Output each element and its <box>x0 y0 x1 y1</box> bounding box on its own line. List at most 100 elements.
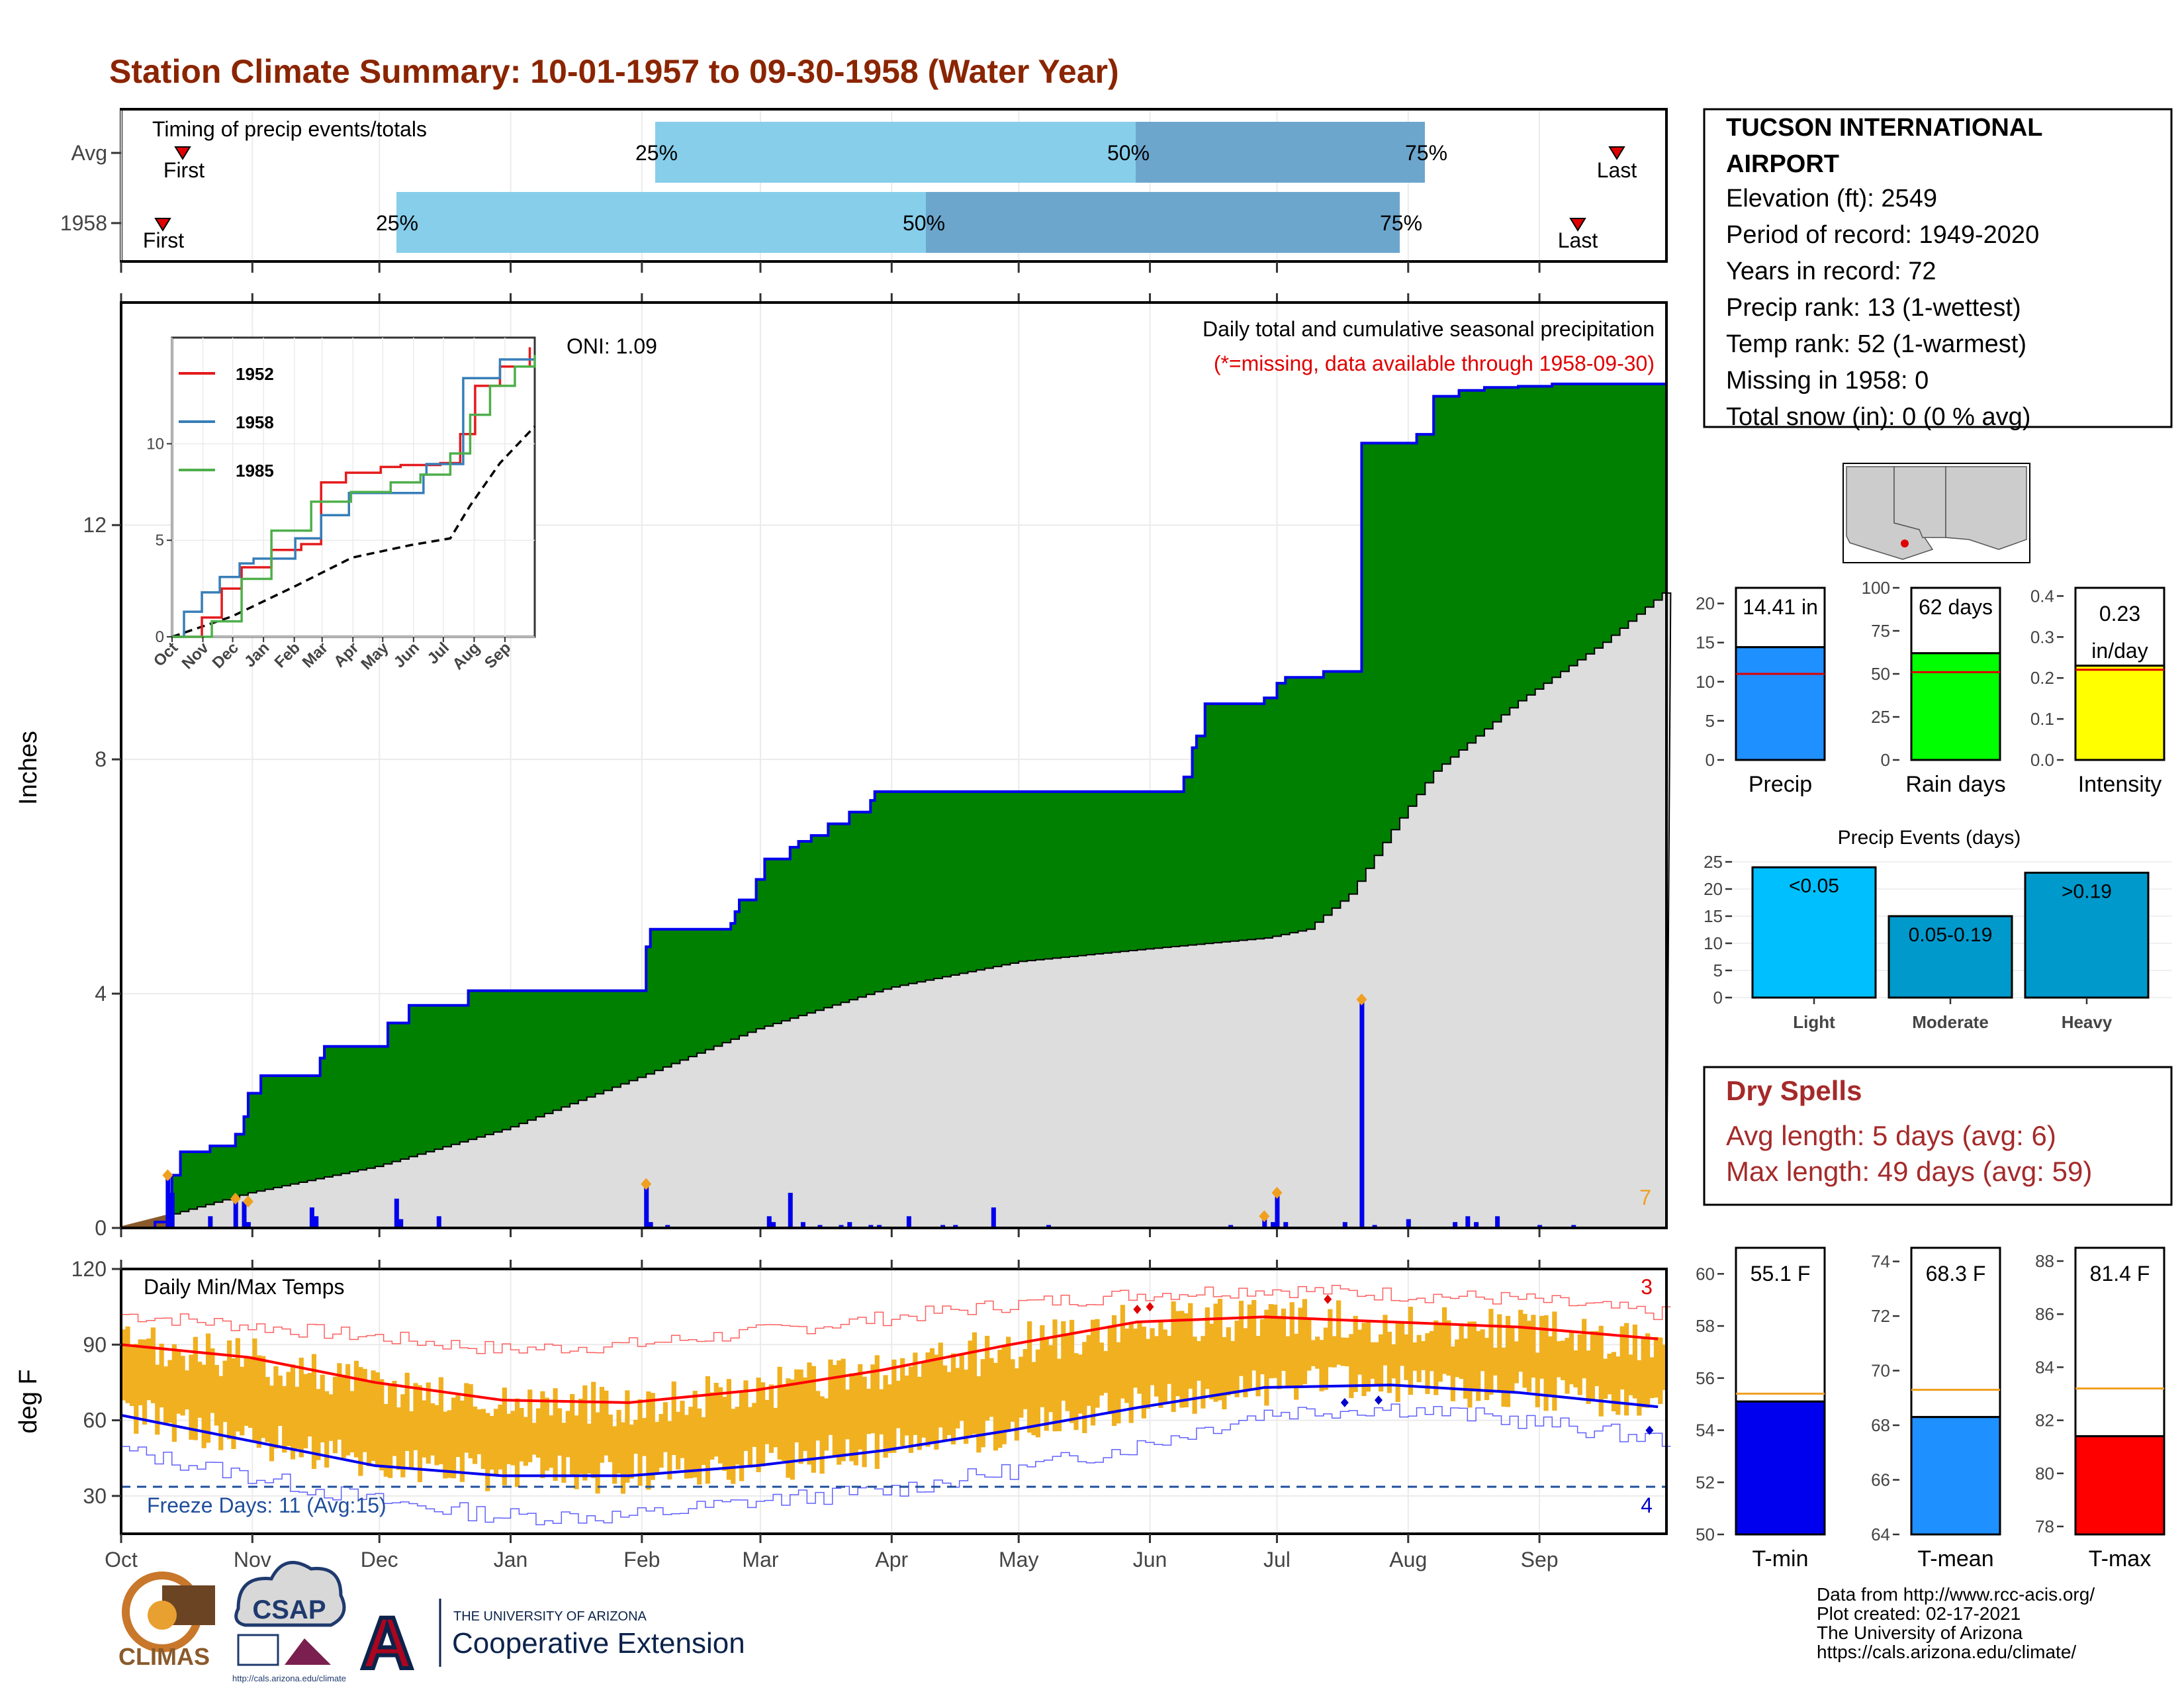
events-ytick-label: 0 <box>1713 988 1723 1008</box>
daily-temp-bar <box>295 1387 300 1449</box>
daily-temp-bar <box>1230 1340 1236 1395</box>
daily-precip-bar <box>246 1222 251 1228</box>
yr-last-marker-icon <box>1569 218 1586 232</box>
summary-ytick-label: 82 <box>2035 1411 2054 1430</box>
daily-temp-bar <box>125 1326 130 1403</box>
summary-bar-label: 68.3 F <box>1926 1262 1986 1286</box>
summary-bar-label: 0.23 <box>2099 602 2140 626</box>
daily-temp-bar <box>874 1355 880 1470</box>
daily-temp-bar <box>417 1385 423 1483</box>
daily-precip-bar <box>906 1216 911 1228</box>
daily-temp-bar <box>756 1378 761 1472</box>
daily-temp-bar <box>1497 1314 1502 1391</box>
daily-temp-bar <box>942 1365 948 1440</box>
daily-temp-bar <box>332 1376 338 1454</box>
daily-temp-bar <box>235 1338 240 1432</box>
precip-panel-title: Daily total and cumulative seasonal prec… <box>1203 317 1655 341</box>
extreme-precip-marker <box>1356 993 1367 1006</box>
inset-1958-line <box>172 358 536 638</box>
daily-temp-bar <box>1336 1300 1342 1365</box>
month-label: Feb <box>623 1548 660 1571</box>
daily-temp-bar <box>1624 1323 1629 1416</box>
daily-temp-bar <box>1201 1336 1206 1409</box>
daily-temp-bar <box>180 1356 185 1416</box>
ua-logo: A THE UNIVERSITY OF ARIZONA Cooperative … <box>359 1599 745 1686</box>
daily-temp-bar <box>1361 1323 1367 1396</box>
credit-line-1: Data from http://www.rcc-acis.org/ <box>1817 1584 2095 1605</box>
daily-temp-bar <box>1010 1359 1015 1422</box>
daily-temp-bar <box>269 1385 275 1462</box>
precip-events-bar-label: <0.05 <box>1789 875 1839 897</box>
daily-temp-bar <box>959 1354 964 1421</box>
location-map <box>1843 463 2030 563</box>
temp-ytick-label: 120 <box>71 1257 107 1281</box>
daily-temp-bar <box>858 1364 863 1450</box>
daily-temp-bar <box>1192 1336 1197 1414</box>
precip-frame <box>120 301 1668 1229</box>
inset-1985-line <box>172 355 536 638</box>
daily-temp-bar <box>1061 1321 1066 1401</box>
extreme-precip-marker <box>1259 1210 1270 1223</box>
daily-temp-bar <box>917 1376 922 1450</box>
ua-logo-small-text: THE UNIVERSITY OF ARIZONA <box>453 1609 647 1624</box>
daily-precip-bar <box>1359 999 1365 1228</box>
daily-temp-bar <box>1167 1336 1172 1384</box>
freeze-days-label: Freeze Days: 11 (Avg:15) <box>147 1493 387 1517</box>
dry-spells-avg: Avg length: 5 days (avg: 6) <box>1726 1120 2056 1151</box>
daily-temp-bar <box>1298 1307 1303 1388</box>
inset-ytick-label: 10 <box>146 435 164 453</box>
daily-temp-bar <box>1162 1329 1167 1404</box>
daily-temp-bar <box>781 1387 787 1461</box>
daily-temp-bar <box>472 1406 478 1464</box>
summary-ytick-label: 15 <box>1696 633 1715 653</box>
daily-temp-bar <box>1471 1321 1477 1392</box>
station-info-line: Period of record: 1949-2020 <box>1726 221 2039 249</box>
record-high-marker <box>1324 1294 1332 1304</box>
daily-precip-bar <box>788 1192 793 1228</box>
daily-temp-bar <box>849 1373 854 1462</box>
daily-temp-bar <box>599 1387 605 1463</box>
daily-temp-bar <box>735 1407 740 1465</box>
daily-precip-bar <box>1537 1225 1543 1228</box>
record-high-marker <box>1146 1302 1154 1312</box>
daily-temp-bar <box>324 1391 330 1468</box>
daily-temp-bar <box>320 1374 325 1442</box>
ua-logo-big-text: Cooperative Extension <box>452 1627 745 1660</box>
daily-precip-bar <box>436 1216 441 1228</box>
oni-label: ONI: 1.09 <box>567 334 657 358</box>
daily-temp-bar <box>616 1409 621 1474</box>
summary-xlabel: T-max <box>2089 1546 2151 1571</box>
daily-temp-bar <box>514 1398 520 1487</box>
daily-temp-bar <box>1467 1321 1473 1408</box>
daily-temp-bar <box>1116 1342 1121 1424</box>
daily-temp-bar <box>455 1395 461 1458</box>
daily-temp-bar <box>1310 1340 1316 1366</box>
daily-temp-bar <box>134 1344 139 1434</box>
daily-temp-bar <box>1294 1333 1299 1400</box>
daily-temp-bar <box>946 1372 952 1435</box>
daily-precip-bar <box>1283 1222 1289 1228</box>
credit-line-3: The University of Arizona <box>1817 1622 2023 1643</box>
month-label: May <box>999 1548 1038 1571</box>
summary-ytick-label: 20 <box>1696 594 1715 614</box>
daily-precip-bar <box>940 1225 946 1228</box>
daily-temp-bar <box>1476 1331 1481 1401</box>
daily-temp-bar <box>1247 1304 1252 1390</box>
daily-precip-bar <box>766 1216 772 1228</box>
daily-temp-bar <box>367 1382 372 1466</box>
daily-temp-bar <box>345 1364 351 1456</box>
daily-temp-bar <box>574 1415 579 1489</box>
temp-panel-title: Daily Min/Max Temps <box>144 1275 344 1299</box>
daily-temp-bar <box>620 1422 626 1494</box>
daily-temp-bar <box>1501 1347 1506 1407</box>
record-low-marker <box>1645 1425 1654 1435</box>
csap-logo-text: CSAP <box>252 1595 326 1624</box>
daily-temp-bar <box>586 1423 592 1474</box>
daily-temp-bar <box>934 1354 939 1450</box>
daily-temp-bar <box>1238 1301 1244 1376</box>
daily-temp-bar <box>1128 1323 1134 1423</box>
daily-temp-bar <box>1302 1299 1308 1384</box>
daily-temp-bar <box>167 1360 173 1423</box>
map-region-tx <box>1945 466 2027 550</box>
